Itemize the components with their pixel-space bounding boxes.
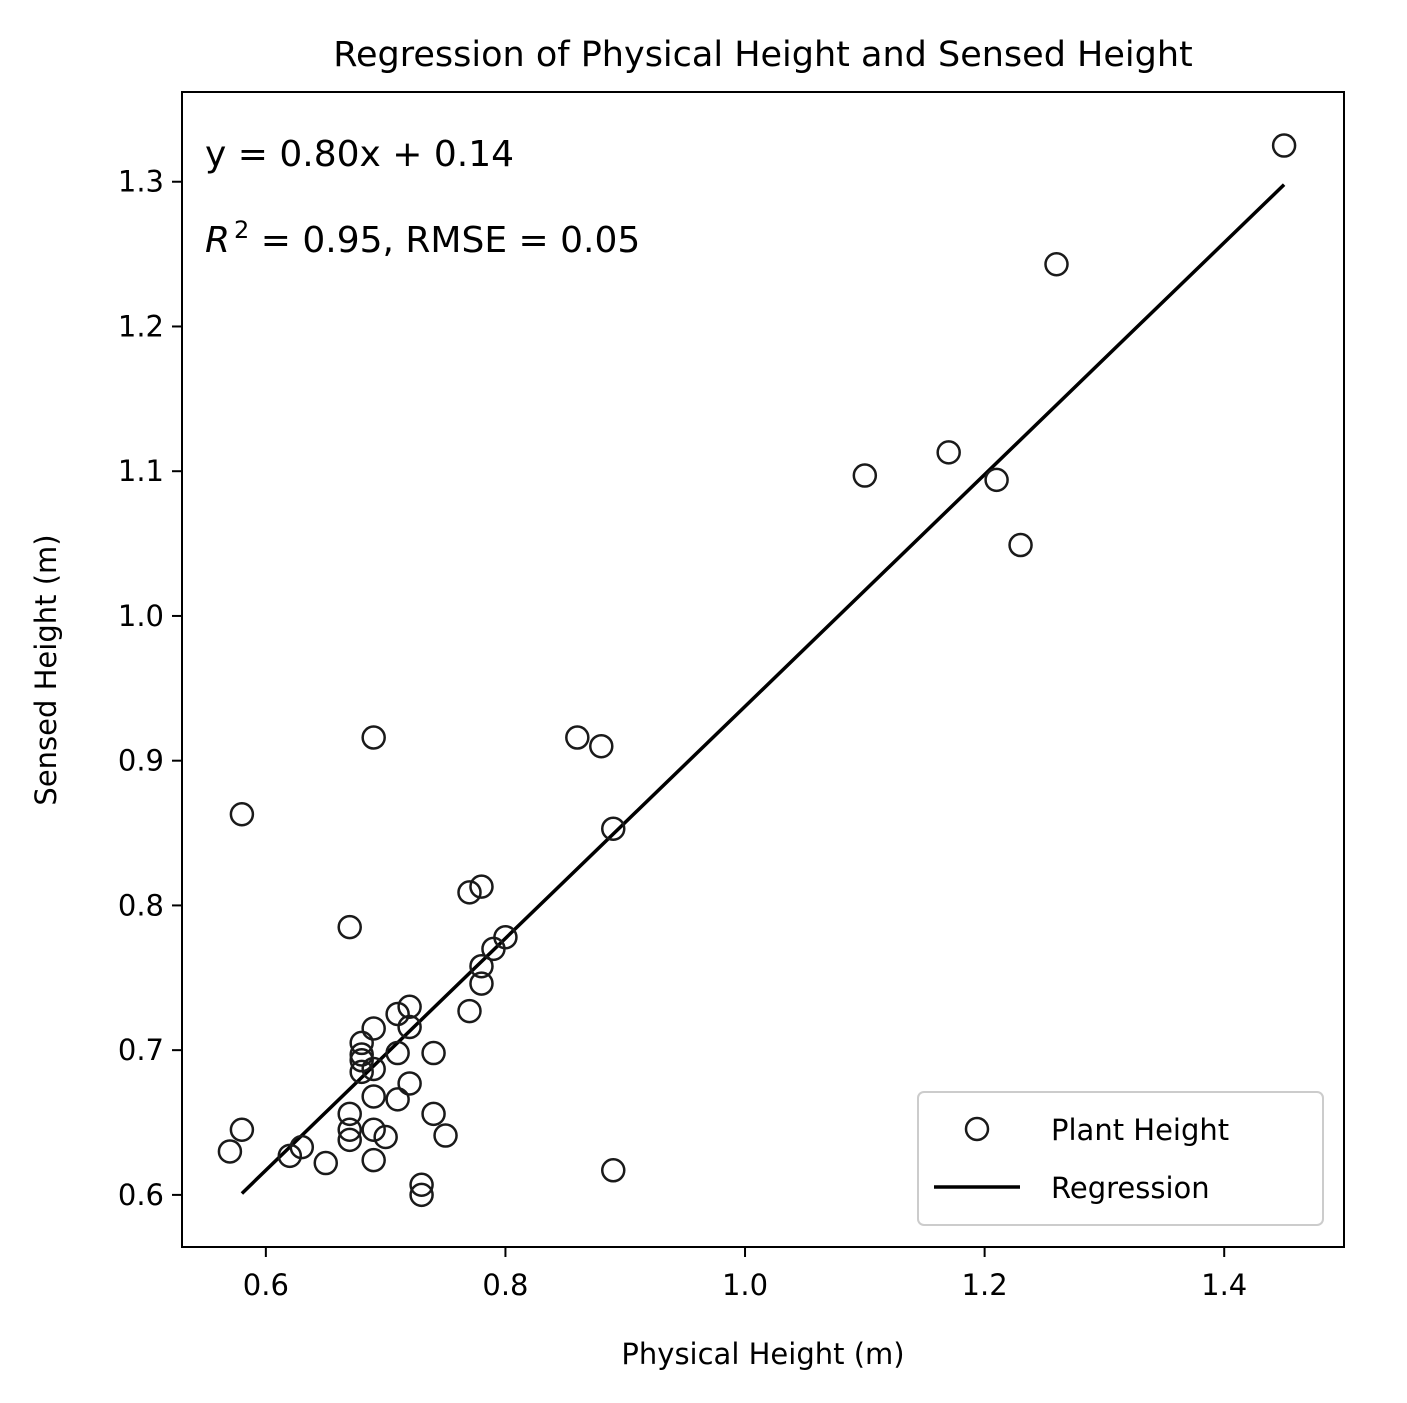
data-point [421,1101,446,1127]
data-point [337,914,362,940]
data-point [361,725,386,750]
data-point [289,1134,315,1160]
data-point [349,1059,374,1085]
data-point [397,994,422,1019]
legend-marker-plant-height [964,1116,990,1142]
y-tick-label: 0.9 [118,744,164,778]
r2-symbol: R [205,220,230,261]
data-point [601,1158,626,1183]
x-tick-label: 1.2 [962,1268,1008,1302]
x-tick-label: 0.6 [243,1268,289,1302]
x-axis-label: Physical Height (m) [621,1337,904,1371]
data-point [589,733,614,759]
y-tick-label: 1.3 [118,165,164,199]
r2-exponent: 2 [234,216,249,244]
data-point [1008,532,1033,558]
y-axis-label: Sensed Height (m) [29,534,63,805]
y-tick-label: 0.7 [118,1033,164,1067]
regression-equation: y = 0.80x + 0.14 [205,134,514,175]
x-tick-label: 1.0 [722,1268,768,1302]
plot-area: 0.6 0.8 1.0 1.2 1.4 0.6 0.7 0.8 0.9 1.0 1.1 1.2 1.3 [118,91,1345,1302]
data-point [361,1084,386,1109]
data-point [469,874,494,899]
y-tick-label: 0.8 [118,888,164,922]
data-point [229,1117,255,1143]
data-point [349,1042,374,1067]
x-tick-label: 1.4 [1201,1268,1247,1302]
y-tick-label: 0.6 [118,1178,164,1212]
r2-rest: = 0.95, RMSE = 0.05 [249,220,640,261]
data-point [373,1124,398,1150]
data-point [349,1030,374,1056]
data-point [984,467,1009,493]
data-point [852,463,878,488]
data-point [565,725,590,750]
regression-line [240,183,1286,1195]
data-point [397,1071,422,1096]
data-point [229,801,255,827]
data-point [409,1182,434,1208]
data-point [361,1117,386,1143]
x-tick-label: 0.8 [482,1268,528,1302]
data-point [409,1172,434,1198]
data-point [433,1123,458,1148]
chart-title: Regression of Physical Height and Sensed… [333,35,1192,75]
data-point [1044,251,1069,277]
axis-ticks: 0.6 0.8 1.0 1.2 1.4 0.6 0.7 0.8 0.9 1.0 1.1 1.2 1.3 [118,165,1247,1302]
data-point [469,953,494,979]
y-tick-label: 1.1 [118,454,164,488]
legend-box [917,1091,1324,1226]
data-points [217,133,1297,1208]
legend-label-regression: Regression [1051,1171,1210,1205]
data-point [397,1014,422,1040]
data-point [469,971,494,996]
y-tick-label: 1.2 [118,309,164,343]
data-point [936,440,961,465]
legend: Plant Height Regression [917,1091,1324,1226]
regression-line-layer [240,183,1286,1195]
data-point [457,998,482,1024]
data-point [493,925,518,950]
data-point [1271,133,1297,158]
data-point [361,1056,386,1082]
data-point [313,1150,339,1176]
y-tick-label: 1.0 [118,599,164,633]
data-point [385,1087,410,1112]
data-point [421,1040,446,1066]
plot-frame [181,91,1345,1248]
data-point [337,1101,362,1127]
data-point [337,1127,362,1153]
data-point [361,1016,386,1041]
data-point [385,1040,410,1066]
data-point [457,880,482,905]
data-point [217,1139,243,1164]
data-point [361,1147,386,1173]
data-point [601,816,626,841]
data-point [337,1117,362,1143]
legend-label-plant-height: Plant Height [1051,1113,1229,1147]
